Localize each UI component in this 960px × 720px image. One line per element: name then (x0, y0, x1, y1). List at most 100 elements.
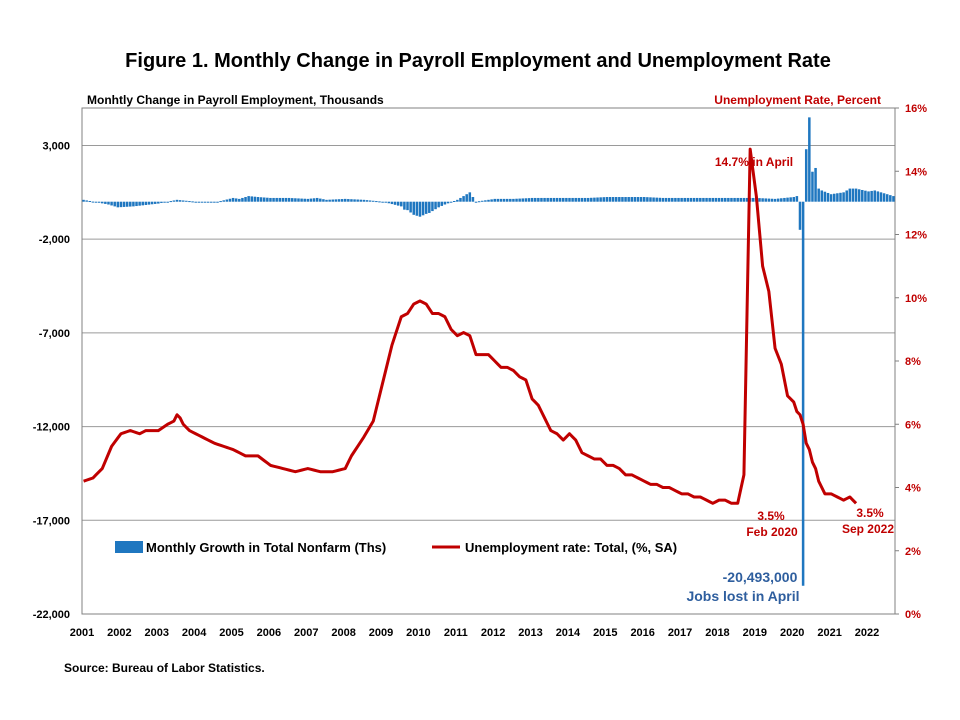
x-tick-label: 2013 (518, 627, 542, 639)
employment-bar (708, 197, 711, 202)
employment-bar (94, 201, 98, 203)
employment-bar (390, 201, 394, 205)
employment-bar (695, 197, 699, 202)
employment-bar (804, 149, 808, 202)
employment-bar (375, 201, 378, 203)
employment-bar (574, 197, 577, 202)
employment-bar (671, 197, 674, 202)
employment-bar (160, 201, 163, 203)
legend-bar-swatch (115, 541, 143, 553)
legend-line-label: Unemployment rate: Total, (%, SA) (465, 540, 677, 555)
employment-bar (169, 201, 173, 203)
employment-bar (449, 201, 453, 203)
employment-bar (325, 199, 328, 202)
employment-bar (471, 197, 475, 202)
employment-bar (107, 201, 110, 205)
x-tick-label: 2018 (705, 627, 729, 639)
x-tick-label: 2005 (219, 627, 243, 639)
employment-bar (97, 201, 101, 203)
employment-bar (244, 197, 247, 202)
employment-bar (197, 201, 201, 203)
employment-bar (801, 201, 805, 586)
employment-bar (505, 198, 509, 202)
employment-bar (689, 197, 693, 202)
employment-bar (200, 201, 204, 203)
employment-bar (343, 198, 347, 202)
employment-bar (100, 201, 104, 204)
employment-bar (365, 200, 369, 202)
employment-bar (836, 193, 839, 202)
employment-bar (468, 192, 472, 202)
employment-bar (185, 200, 188, 202)
employment-bar (362, 199, 366, 202)
legend: Monthly Growth in Total Nonfarm (Ths) Un… (115, 540, 677, 555)
employment-bar (250, 196, 254, 202)
sep2022-label: Sep 2022 (842, 522, 894, 536)
employment-bar (745, 197, 749, 202)
employment-bar (829, 194, 833, 202)
employment-bar (758, 198, 761, 202)
employment-bar (565, 197, 568, 202)
x-tick-label: 2015 (593, 627, 617, 639)
employment-bar (555, 197, 559, 202)
employment-bar (723, 197, 727, 202)
employment-bar (767, 198, 771, 202)
left-tick-label: -22,000 (33, 609, 70, 621)
employment-bar (627, 197, 630, 202)
employment-bar (646, 197, 649, 202)
employment-bar (618, 197, 621, 202)
x-axis-ticks: 2001 2002 2003 2004 2005 2006 2007 2008 2009 2010… (70, 627, 879, 639)
employment-bar (833, 193, 836, 202)
employment-bar (403, 201, 406, 210)
employment-bar (228, 198, 232, 202)
x-tick-label: 2001 (70, 627, 94, 639)
left-axis-ticks: 3,000 -2,000 -7,000 -12,000 -17,000 -22,000 (33, 140, 70, 621)
employment-bar (91, 201, 95, 203)
employment-bar (540, 197, 543, 202)
employment-bar (132, 201, 135, 207)
employment-bar (621, 197, 624, 202)
employment-bar (571, 197, 574, 202)
employment-bar (527, 198, 531, 202)
employment-bar (434, 201, 437, 210)
employment-bar (892, 196, 895, 202)
employment-bar (284, 197, 288, 202)
employment-bar (381, 201, 384, 203)
employment-bar (337, 199, 341, 202)
unemployment-line (83, 147, 858, 505)
employment-bar (181, 200, 185, 202)
employment-bar (213, 201, 216, 203)
right-tick-label: 16% (905, 103, 927, 115)
employment-bar (608, 197, 612, 202)
employment-bar (440, 201, 444, 206)
employment-bar (636, 197, 640, 202)
employment-bar (711, 197, 715, 202)
employment-bar (278, 197, 282, 202)
employment-bar (294, 198, 297, 202)
employment-bar (533, 197, 537, 202)
x-tick-label: 2011 (444, 627, 468, 639)
x-tick-label: 2014 (556, 627, 581, 639)
feb2020-value: 3.5% (757, 509, 785, 523)
employment-bar (393, 201, 397, 205)
employment-bar (882, 193, 886, 202)
employment-bar (515, 198, 518, 202)
employment-bar (129, 201, 132, 207)
employment-bar (839, 192, 842, 202)
employment-bar (452, 201, 456, 203)
employment-bar (347, 199, 350, 202)
employment-bar (465, 194, 468, 202)
employment-bar (484, 200, 487, 202)
employment-bar (272, 197, 275, 202)
employment-bar (537, 197, 540, 202)
employment-bar (867, 191, 870, 202)
employment-bar (842, 192, 845, 202)
chart-title: Figure 1. Monthly Change in Payroll Empl… (125, 50, 831, 72)
employment-bar (562, 197, 565, 202)
employment-bar (742, 197, 746, 202)
employment-bar (153, 201, 157, 204)
employment-bar (206, 201, 210, 203)
x-tick-label: 2019 (743, 627, 767, 639)
employment-bar (558, 197, 562, 202)
employment-bar (717, 197, 721, 202)
